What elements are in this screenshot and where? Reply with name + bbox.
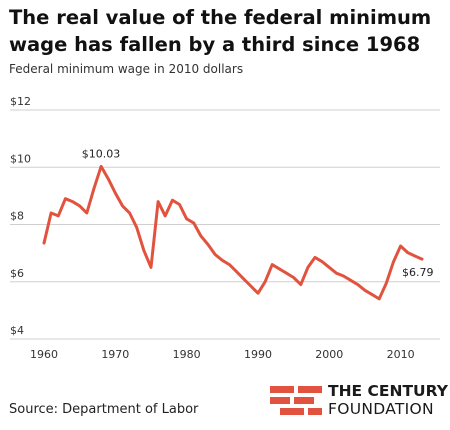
x-tick-label: 2000 (315, 348, 343, 361)
logo-mark-icon (270, 386, 322, 415)
y-axis: $4 $6 $8 $10 $12 (10, 95, 31, 337)
line-chart: $4 $6 $8 $10 $12 1960 1970 1980 1990 2000 2010 $1… (10, 95, 440, 361)
series-group (42, 164, 424, 301)
source-note: Source: Department of Labor (9, 402, 199, 417)
x-tick-label: 1980 (173, 348, 201, 361)
annotations: $10.03 $6.79 (82, 147, 434, 279)
x-tick-label: 2010 (387, 348, 415, 361)
series-line (42, 164, 424, 301)
y-tick-label: $4 (10, 324, 24, 337)
chart-title: The real value of the federal minimum wa… (9, 6, 432, 56)
y-tick-label: $8 (10, 210, 24, 223)
y-tick-label: $12 (10, 95, 31, 108)
latest-label: $6.79 (402, 266, 434, 279)
x-tick-label: 1990 (244, 348, 272, 361)
y-tick-label: $10 (10, 152, 31, 165)
y-tick-label: $6 (10, 267, 24, 280)
century-foundation-logo: THE CENTURY FOUNDATION (268, 380, 448, 424)
x-tick-label: 1970 (101, 348, 129, 361)
logo-text: THE CENTURY FOUNDATION (328, 382, 448, 418)
chart-subtitle: Federal minimum wage in 2010 dollars (9, 62, 244, 76)
logo-line-2: FOUNDATION (328, 400, 434, 418)
x-tick-label: 1960 (30, 348, 58, 361)
logo-line-1: THE CENTURY (328, 382, 448, 400)
gridlines (10, 109, 440, 340)
peak-label: $10.03 (82, 147, 121, 160)
x-axis: 1960 1970 1980 1990 2000 2010 (30, 348, 415, 361)
